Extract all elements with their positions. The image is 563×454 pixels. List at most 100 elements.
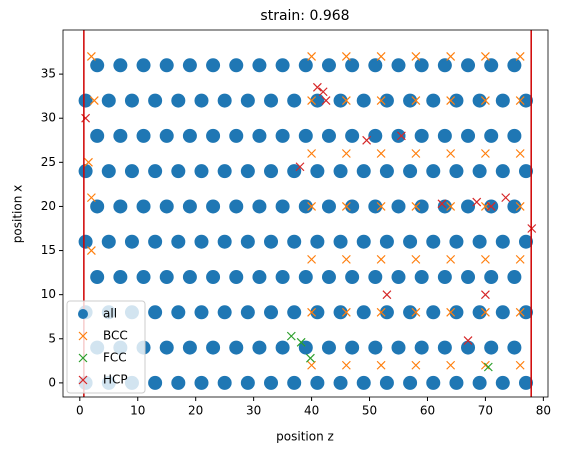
point bbox=[113, 270, 128, 285]
point bbox=[437, 270, 452, 285]
point bbox=[275, 270, 290, 285]
point bbox=[507, 199, 522, 214]
point bbox=[296, 337, 306, 347]
point bbox=[171, 375, 186, 390]
point bbox=[333, 375, 348, 390]
point bbox=[507, 340, 522, 355]
point bbox=[341, 149, 351, 158]
point bbox=[206, 340, 221, 355]
point bbox=[275, 58, 290, 73]
point bbox=[356, 305, 371, 320]
point bbox=[287, 305, 302, 320]
point bbox=[148, 305, 163, 320]
point bbox=[182, 128, 197, 143]
point bbox=[437, 340, 452, 355]
point bbox=[341, 307, 351, 317]
point bbox=[483, 362, 493, 372]
point bbox=[403, 305, 418, 320]
point bbox=[426, 164, 441, 179]
point bbox=[275, 199, 290, 214]
point bbox=[182, 270, 197, 285]
point bbox=[515, 96, 525, 106]
point bbox=[449, 305, 464, 320]
point bbox=[391, 270, 406, 285]
y-tick-label: 20 bbox=[41, 199, 56, 213]
point bbox=[446, 202, 456, 211]
point bbox=[403, 234, 418, 249]
point bbox=[229, 128, 244, 143]
point bbox=[307, 360, 317, 370]
point bbox=[240, 234, 255, 249]
point bbox=[411, 307, 421, 317]
point bbox=[379, 305, 394, 320]
point bbox=[341, 96, 351, 106]
point bbox=[312, 82, 322, 92]
point bbox=[480, 307, 490, 317]
chart-title: strain: 0.968 bbox=[260, 8, 349, 24]
point bbox=[495, 234, 510, 249]
legend-marker bbox=[78, 353, 88, 363]
point bbox=[217, 375, 232, 390]
y-axis-label: position x bbox=[11, 185, 25, 243]
point bbox=[345, 340, 360, 355]
point bbox=[333, 305, 348, 320]
point bbox=[472, 93, 487, 108]
point bbox=[206, 199, 221, 214]
point bbox=[136, 270, 151, 285]
x-tick-label: 10 bbox=[130, 404, 145, 418]
point bbox=[240, 164, 255, 179]
x-tick-label: 0 bbox=[76, 404, 84, 418]
point bbox=[264, 375, 279, 390]
point bbox=[78, 93, 93, 108]
point bbox=[345, 128, 360, 143]
plot-frame bbox=[62, 29, 549, 398]
point bbox=[171, 305, 186, 320]
point bbox=[217, 234, 232, 249]
point bbox=[171, 164, 186, 179]
point bbox=[446, 96, 456, 106]
point bbox=[90, 58, 105, 73]
point bbox=[480, 290, 490, 300]
point bbox=[217, 305, 232, 320]
point bbox=[507, 270, 522, 285]
point bbox=[480, 254, 490, 264]
point bbox=[264, 164, 279, 179]
point bbox=[84, 157, 93, 167]
point bbox=[159, 270, 174, 285]
point bbox=[148, 93, 163, 108]
point bbox=[194, 93, 209, 108]
legend-marker bbox=[78, 309, 88, 319]
point bbox=[124, 93, 139, 108]
point bbox=[240, 93, 255, 108]
point bbox=[446, 254, 456, 264]
point bbox=[414, 340, 429, 355]
point bbox=[182, 199, 197, 214]
point bbox=[480, 52, 490, 61]
point bbox=[376, 307, 386, 317]
point bbox=[124, 234, 139, 249]
point bbox=[194, 305, 209, 320]
legend-label: FCC bbox=[103, 351, 127, 365]
point bbox=[345, 58, 360, 73]
point bbox=[484, 128, 499, 143]
point bbox=[86, 52, 96, 61]
point bbox=[446, 52, 456, 61]
point bbox=[310, 375, 325, 390]
y-tick-label: 5 bbox=[48, 331, 56, 345]
x-tick-label: 40 bbox=[304, 404, 319, 418]
point bbox=[307, 149, 317, 158]
point bbox=[518, 93, 533, 108]
point bbox=[264, 305, 279, 320]
point bbox=[391, 58, 406, 73]
point bbox=[321, 340, 336, 355]
y-tick-label: 15 bbox=[41, 243, 56, 257]
point bbox=[240, 375, 255, 390]
point bbox=[275, 340, 290, 355]
point bbox=[333, 234, 348, 249]
point bbox=[136, 58, 151, 73]
point bbox=[484, 58, 499, 73]
point bbox=[518, 234, 533, 249]
point bbox=[252, 199, 267, 214]
point bbox=[264, 234, 279, 249]
point bbox=[426, 375, 441, 390]
